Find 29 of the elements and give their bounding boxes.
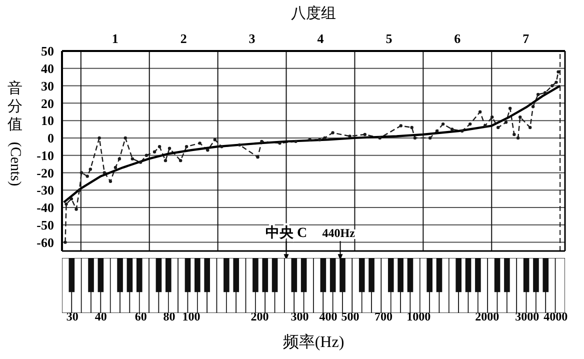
y-tick-label: 50 — [41, 44, 54, 59]
y-axis-title: 音分值(Cents) — [6, 80, 24, 186]
text: 3 — [248, 31, 256, 46]
y-tick-label: 0 — [48, 130, 54, 146]
x-tick-label: 1000 — [406, 310, 431, 324]
text: 2 — [180, 31, 187, 46]
x-tick-label: 3000 — [515, 310, 540, 324]
y-tick-label: -30 — [36, 182, 54, 198]
x-tick-label: 40 — [94, 310, 107, 324]
text: 7 — [522, 31, 530, 46]
text: 5 — [386, 31, 393, 46]
chart-title: 八度组 — [290, 4, 337, 23]
text: 4 — [317, 31, 324, 46]
y-tick-label: -20 — [36, 165, 54, 180]
y-tick-label: 30 — [41, 78, 54, 94]
y-tick-label: -40 — [36, 200, 54, 216]
x-tick-label: 400 — [319, 310, 338, 324]
x-axis-title: 频率(Hz) — [282, 332, 346, 353]
y-tick-label: 20 — [41, 96, 54, 111]
text: 6 — [454, 31, 462, 46]
y-tick-label: -50 — [36, 218, 54, 233]
text: 1 — [112, 31, 118, 46]
x-tick-label: 100 — [182, 310, 200, 324]
x-tick-label: 2000 — [475, 310, 500, 324]
x-tick-label: 4000 — [544, 310, 568, 324]
y-tick-label: -60 — [36, 234, 54, 250]
y-tick-label: -10 — [36, 148, 54, 163]
y-tick-label: 40 — [41, 61, 54, 76]
y-tick-label: 10 — [41, 113, 54, 128]
